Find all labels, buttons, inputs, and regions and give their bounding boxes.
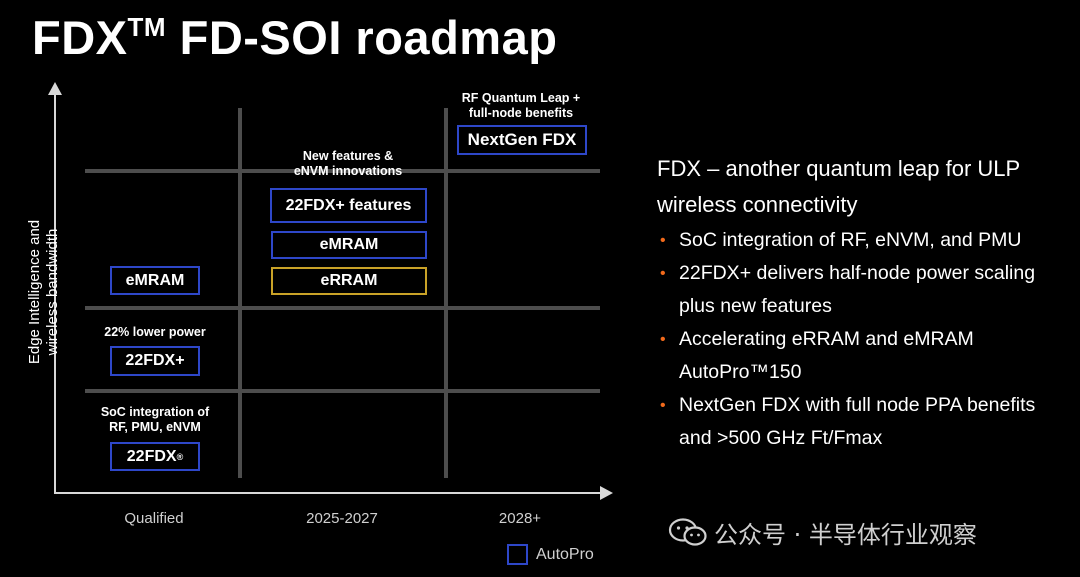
box-22fdx: 22FDX ® [110,442,200,471]
note-lower-power: 22% lower power [104,325,206,339]
x-label-2028: 2028+ [498,510,542,527]
y-axis-arrow [48,82,62,95]
grid-line-v2 [444,108,448,478]
right-panel-bullets: • SoC integration of RF, eNVM, and PMU • 2… [657,224,1067,455]
box-erram: eRRAM [271,267,427,295]
note-soc: SoC integration of RF, PMU, eNVM [100,405,210,434]
bullet-item: • Accelerating eRRAM and eMRAM AutoPro™15… [657,323,1067,389]
note-new-features: New features & eNVM innovations [293,149,403,178]
legend-autopro-swatch [507,544,528,565]
bullet-dot-icon: • [660,232,666,249]
grid-line-h2 [85,306,600,310]
grid-line-h3 [85,389,600,393]
note-rf-leap: RF Quantum Leap + full-node benefits [461,91,581,120]
grid-line-h1 [85,169,600,173]
bullet-item: • SoC integration of RF, eNVM, and PMU [657,224,1067,257]
box-emram-left: eMRAM [110,266,200,295]
right-panel-heading: FDX – another quantum leap for ULP wirel… [657,156,1020,217]
bullet-item: • NextGen FDX with full node PPA benefits… [657,389,1067,455]
x-axis-line [54,492,602,494]
bullet-dot-icon: • [660,397,666,414]
bullet-dot-icon: • [660,265,666,282]
x-label-2025-2027: 2025-2027 [306,510,378,527]
watermark: 公众号 · 半导体行业观察 [668,515,977,550]
box-emram-mid: eMRAM [271,231,427,259]
x-axis-arrow [600,486,613,500]
x-label-qualified: Qualified [124,510,184,527]
y-axis-line [54,92,56,494]
watermark-text: 公众号 · 半导体行业观察 [714,521,977,549]
wechat-icon [668,517,707,546]
y-axis-label: Edge Intelligence and wireless bandwidth [26,219,61,365]
bullet-dot-icon: • [660,331,666,348]
box-22fdx-plus: 22FDX+ [110,346,200,376]
legend-autopro-label: AutoPro [536,546,594,563]
bullet-item: • 22FDX+ delivers half-node power scaling… [657,257,1067,323]
box-22fdx-plus-features: 22FDX+ features [270,188,427,223]
box-nextgen-fdx: NextGen FDX [457,125,587,155]
grid-line-v1 [238,108,242,478]
page-title: FDXTM FD-SOI roadmap [32,11,558,64]
